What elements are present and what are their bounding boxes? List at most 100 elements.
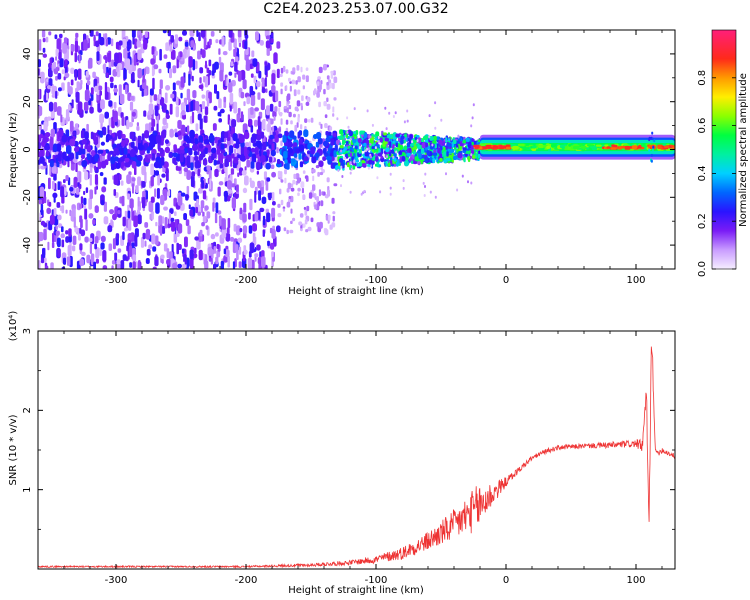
spectrogram-cell: [153, 94, 158, 101]
spectrogram-cell: [178, 36, 183, 42]
spectrogram-cell: [129, 95, 135, 101]
snr-y-multiplier: (x10⁴): [8, 311, 19, 342]
spectrogram-cell: [180, 149, 185, 154]
spectrogram-cell: [109, 209, 114, 215]
spectrogram-cell: [300, 124, 303, 130]
spectrogram-cell: [56, 143, 62, 152]
spectrogram-cell: [278, 107, 281, 114]
spectrogram-cell: [112, 238, 116, 250]
spectrogram-cell: [55, 56, 58, 61]
spectrogram-cell: [38, 151, 42, 158]
spectrogram-cell: [97, 161, 102, 170]
spectrogram-cell: [153, 161, 160, 169]
spectrogram-cell: [222, 51, 228, 56]
spectrogram-cell: [150, 163, 154, 176]
spectrogram-cell: [238, 134, 245, 144]
spectrogram-cell: [164, 139, 169, 144]
spectrogram-cell: [136, 40, 141, 48]
spectrogram-cell: [301, 187, 304, 194]
spectrogram-cell: [137, 49, 142, 61]
spectrogram-cell: [113, 101, 117, 109]
spectrogram-cell: [326, 103, 331, 110]
spectrogram-cell: [330, 72, 334, 79]
spectrogram-cell: [277, 128, 281, 132]
spectrogram-cell: [276, 159, 281, 165]
spectrogram-cell: [54, 34, 58, 40]
spectrogram-cell: [197, 50, 201, 60]
spectrogram-cell: [55, 75, 58, 81]
spectrogram-cell: [89, 189, 93, 200]
spectrogram-cell: [370, 164, 373, 168]
spectrogram-cell: [217, 112, 221, 117]
spectrogram-cell: [182, 30, 187, 36]
spectrogram-cell: [53, 143, 57, 153]
spectrogram-cell: [271, 171, 276, 178]
spectrogram-cell: [585, 147, 589, 150]
spectrogram-cell: [76, 187, 80, 195]
spectrogram-cell: [42, 247, 46, 259]
spectrogram-cell: [393, 157, 397, 162]
spectrogram-cell: [113, 88, 118, 93]
spectrogram-cell: [151, 118, 156, 127]
spectrogram-cell: [280, 88, 283, 95]
spectrogram-cell: [383, 132, 387, 136]
spectrogram-cell: [650, 159, 653, 163]
spectrogram-cell: [420, 148, 425, 154]
spectrogram-cell: [162, 30, 167, 34]
spectrogram-cell: [319, 221, 323, 229]
spectrogram-cell: [340, 184, 342, 188]
spectrogram-cell: [283, 105, 288, 109]
spectrogram-cell: [189, 249, 194, 260]
spectrogram-cell: [129, 131, 135, 140]
spectrogram-cell: [254, 253, 259, 258]
spectrogram-cell: [304, 219, 308, 225]
spectrogram-cell: [587, 144, 594, 147]
spectrogram-cell: [100, 235, 106, 243]
spectrogram-cell: [125, 84, 128, 95]
spectrogram-cell: [414, 156, 419, 162]
spectrogram-cell: [161, 173, 166, 178]
spectrogram-cell: [294, 124, 298, 132]
spectrogram-cell: [56, 161, 60, 168]
spectrogram-cell: [110, 38, 114, 47]
spectrogram-cell: [165, 42, 170, 51]
spectrogram-cell: [177, 119, 182, 129]
spectrogram-cell: [406, 152, 411, 157]
spectrogram-cell: [231, 153, 235, 159]
spectrogram-cell: [631, 146, 638, 149]
spectrogram-cell: [88, 197, 92, 210]
spectrogram-cell: [210, 31, 215, 37]
spectrogram-cell: [429, 135, 434, 141]
spectrogram-cell: [387, 162, 391, 167]
spectrogram-cell: [298, 130, 303, 136]
colorbar-tick-label: 0.8: [697, 70, 708, 86]
spectrogram-cell: [439, 157, 443, 162]
spectrogram-cell: [621, 145, 626, 149]
spectrogram-cell: [367, 134, 370, 139]
spectrogram-cell: [158, 68, 162, 74]
spectrogram-cell: [249, 198, 253, 211]
spectrogram-cell: [137, 214, 142, 225]
spectrogram-cell: [363, 142, 367, 147]
snr-y-tick-label: 3: [22, 328, 33, 334]
spectrogram-y-tick-label: -20: [22, 189, 33, 205]
spectrogram-cell: [94, 236, 99, 244]
spectrogram-cell: [52, 232, 55, 243]
spectrogram-cell: [505, 146, 511, 150]
spectrogram-cell: [38, 59, 41, 68]
spectrogram-cell: [286, 201, 291, 208]
spectrogram-cell: [295, 80, 298, 85]
spectrogram-cell: [332, 113, 335, 117]
spectrogram-cell: [143, 39, 148, 50]
snr-y-axis: 1 2 3: [22, 328, 675, 530]
spectrogram-cell: [250, 180, 255, 189]
spectrogram-cell: [85, 71, 89, 78]
spectrogram-cell: [201, 101, 206, 110]
spectrogram-cell: [72, 131, 76, 136]
spectrogram-cell: [268, 193, 272, 201]
spectrogram-cell: [318, 160, 324, 167]
spectrogram-cell: [70, 67, 75, 74]
spectrogram-cell: [218, 181, 224, 186]
spectrogram-cell: [471, 138, 474, 142]
spectrogram-cell: [256, 81, 261, 88]
